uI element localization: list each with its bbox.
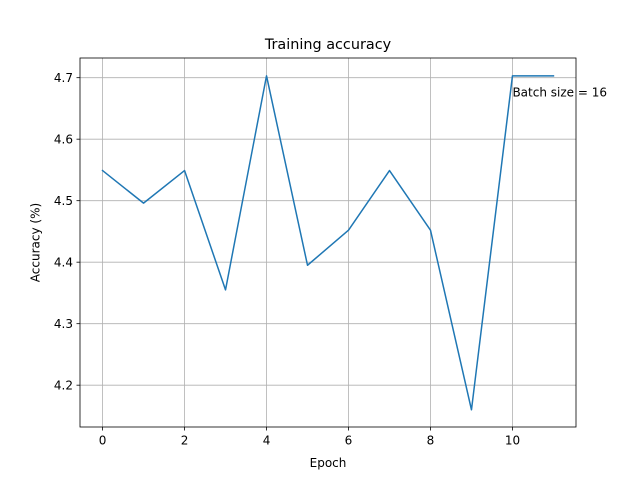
y-axis-label: Accuracy (%)	[29, 203, 43, 282]
x-tick-label: 8	[427, 434, 435, 448]
series-layer	[101, 75, 555, 411]
y-tick-label: 4.5	[54, 194, 73, 208]
x-tick-label: 0	[99, 434, 107, 448]
annotations: Batch size = 16	[512, 85, 607, 99]
x-tick-label: 6	[345, 434, 353, 448]
grid-lines	[80, 58, 576, 427]
plot-frame	[79, 57, 577, 428]
annotation-label: Batch size = 16	[512, 85, 607, 99]
x-tick-label: 2	[181, 434, 189, 448]
x-tick-label: 4	[263, 434, 271, 448]
y-tick-label: 4.3	[54, 317, 73, 331]
y-tick-label: 4.2	[54, 378, 73, 392]
series-line	[101, 75, 555, 411]
axis-ticks: 0 2 4 6 8 10 4.2 4.3 4.4 4.5 4.6 4.7	[54, 71, 520, 448]
y-tick-label: 4.7	[54, 71, 73, 85]
x-tick-label: 10	[505, 434, 520, 448]
y-tick-label: 4.6	[54, 132, 73, 146]
y-tick-label: 4.4	[54, 255, 73, 269]
chart-title: Training accuracy	[264, 37, 392, 53]
x-axis-label: Epoch	[310, 456, 347, 470]
